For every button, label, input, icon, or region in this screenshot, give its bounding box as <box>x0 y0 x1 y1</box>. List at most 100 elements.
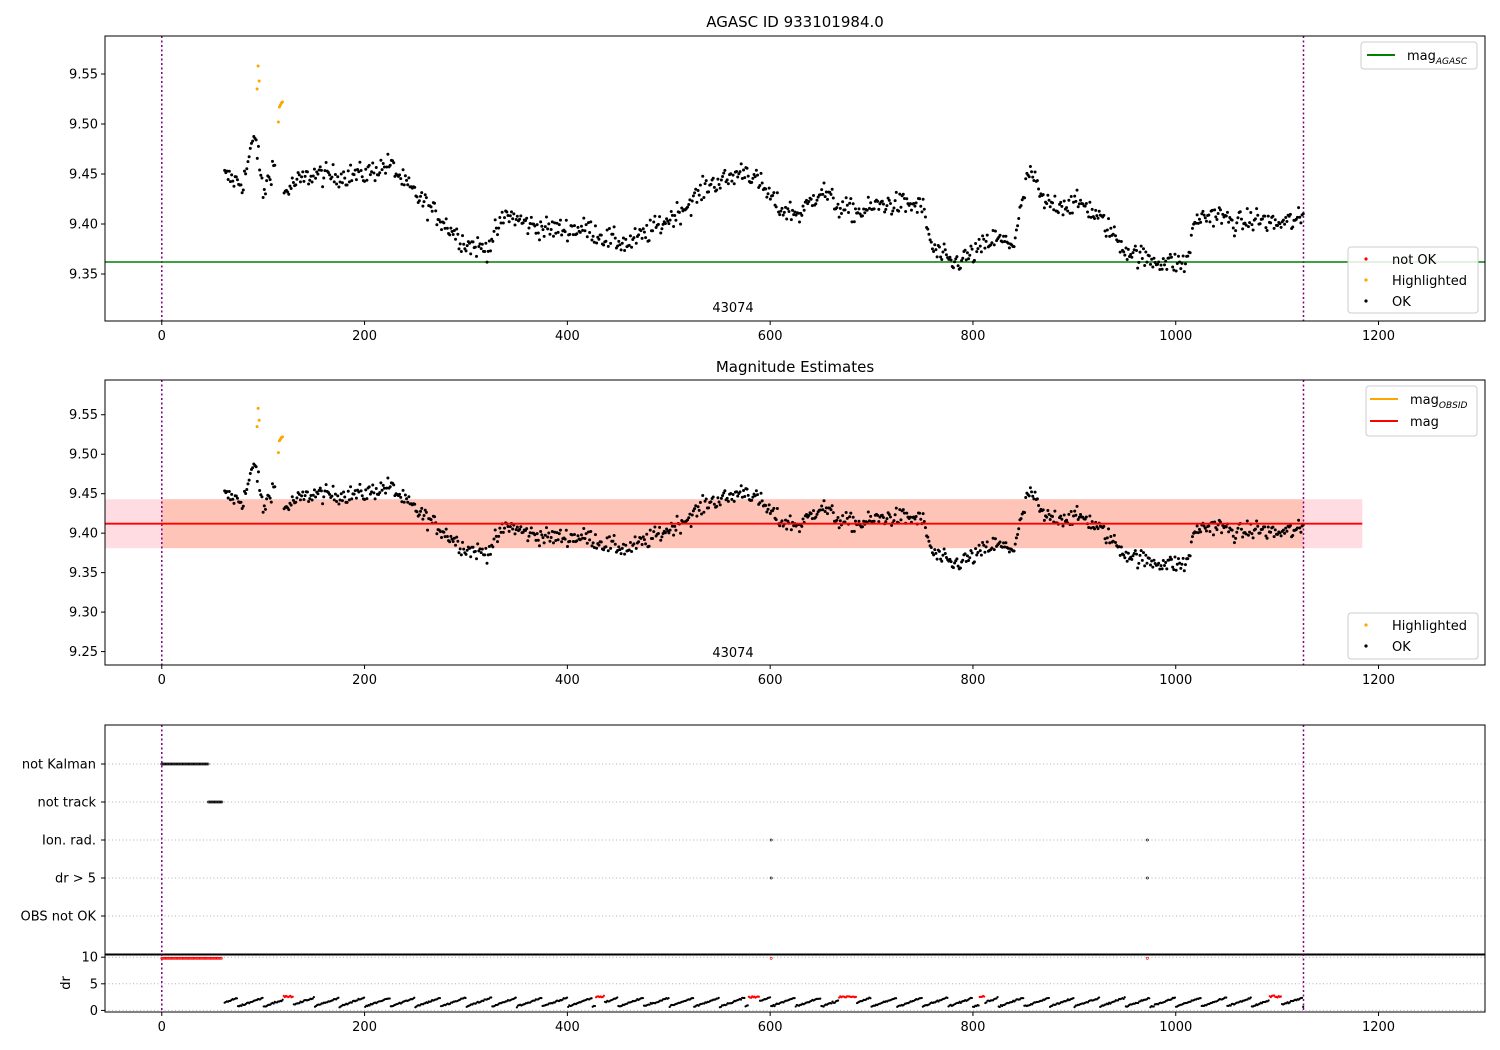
ok-point <box>829 508 833 512</box>
ok-point <box>1221 212 1225 216</box>
ok-point <box>941 553 945 557</box>
ok-point <box>340 499 344 503</box>
ok-point <box>1225 210 1229 214</box>
ok-point <box>296 171 300 175</box>
ok-point <box>1158 268 1162 272</box>
ok-point <box>991 536 995 540</box>
ok-point <box>695 200 699 204</box>
legend-label: mag <box>1410 415 1439 430</box>
ok-point <box>963 552 967 556</box>
ok-point <box>1096 527 1100 531</box>
dr-point <box>739 998 743 1001</box>
ok-point <box>1041 508 1045 512</box>
ok-point <box>1112 533 1116 537</box>
ok-point <box>245 488 249 492</box>
ok-point <box>359 489 363 493</box>
ok-point <box>935 255 939 259</box>
dr-point <box>490 996 493 999</box>
ok-point <box>876 199 880 203</box>
ok-point <box>709 182 713 186</box>
ok-point <box>377 173 381 177</box>
ok-point <box>789 218 793 222</box>
ok-point <box>582 216 586 220</box>
ok-point <box>837 526 841 530</box>
ok-point <box>990 241 994 245</box>
ok-point <box>1141 551 1145 555</box>
ok-point <box>1012 549 1016 553</box>
ok-point <box>471 545 475 549</box>
ok-point <box>1158 567 1162 571</box>
ok-point <box>812 509 816 513</box>
ok-point <box>958 266 962 270</box>
ok-point <box>263 192 267 196</box>
ok-point <box>227 489 231 493</box>
ok-point <box>533 533 537 537</box>
ok-point <box>1256 524 1260 528</box>
ok-point <box>584 532 588 536</box>
dr-point <box>1148 997 1151 1000</box>
ok-point <box>848 201 852 205</box>
ok-point <box>715 188 719 192</box>
x-tick-label: 200 <box>352 329 377 344</box>
ok-point <box>256 470 260 474</box>
ok-point <box>607 535 611 539</box>
ok-point <box>438 220 442 224</box>
ok-point <box>553 221 557 225</box>
ok-point <box>255 479 259 483</box>
ok-point <box>929 545 933 549</box>
ok-point <box>484 546 488 550</box>
ok-point <box>398 173 402 177</box>
legend-dot-swatch <box>1364 257 1368 261</box>
ok-point <box>1266 214 1270 218</box>
ok-point <box>690 513 694 517</box>
dr-spike <box>1145 956 1149 960</box>
ok-point <box>1298 526 1302 530</box>
ok-point <box>1060 204 1064 208</box>
ok-point <box>492 537 496 541</box>
ok-point <box>235 496 239 500</box>
ok-point <box>247 155 251 159</box>
ok-point <box>1159 564 1163 568</box>
ok-point <box>1032 497 1036 501</box>
ok-point <box>977 543 981 547</box>
ok-point <box>297 173 301 177</box>
ok-point <box>1077 515 1081 519</box>
ok-point <box>1297 206 1301 210</box>
ok-point <box>1111 232 1115 236</box>
ok-point <box>1059 514 1063 518</box>
ok-point <box>360 175 364 179</box>
ok-point <box>934 248 938 252</box>
ok-point <box>1288 524 1292 528</box>
y-tick-label: 9.50 <box>69 448 98 463</box>
dr-point <box>482 999 485 1003</box>
ok-point <box>268 178 272 182</box>
ok-point <box>333 492 337 496</box>
ok-point <box>739 484 743 488</box>
ok-point <box>660 227 664 231</box>
ok-point <box>309 174 313 178</box>
ok-point <box>317 168 321 172</box>
ok-point <box>1218 520 1222 524</box>
ok-point <box>814 202 818 206</box>
ok-point <box>621 542 625 546</box>
ok-point <box>885 204 889 208</box>
ok-point <box>311 174 315 178</box>
ok-point <box>691 194 695 198</box>
ok-point <box>648 218 652 222</box>
panel-title: AGASC ID 933101984.0 <box>706 13 884 31</box>
ok-point <box>723 489 727 493</box>
dr-point <box>819 997 822 1000</box>
ok-point <box>1236 216 1240 220</box>
ok-point <box>680 519 684 523</box>
ok-point <box>609 241 613 245</box>
dr-point <box>668 1005 671 1009</box>
ok-point <box>830 187 834 191</box>
ok-point <box>1159 263 1163 267</box>
plot-frame <box>104 35 1486 322</box>
agasc-magnitude-panel: AGASC ID 933101984.0 0 200 400 600 800 1000 12… <box>69 13 1486 344</box>
ok-point <box>1053 194 1057 198</box>
highlighted-point <box>276 451 280 455</box>
ok-point <box>670 524 674 528</box>
obsid-label: 43074 <box>712 301 753 316</box>
ok-point <box>1024 495 1028 499</box>
